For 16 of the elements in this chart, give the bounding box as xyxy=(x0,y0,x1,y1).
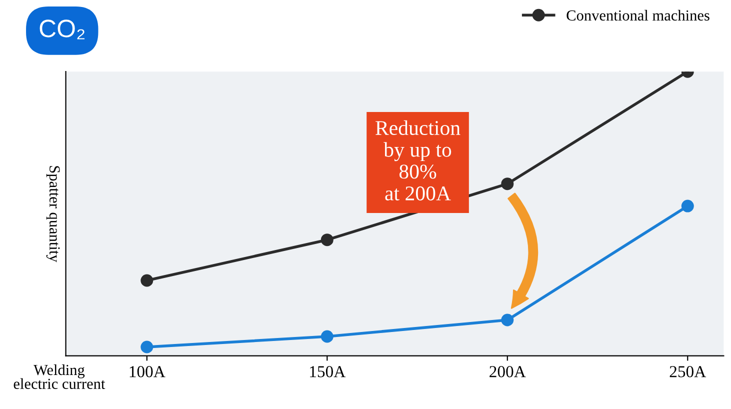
point xyxy=(681,200,694,212)
point xyxy=(501,314,514,326)
legend-label: Conventional machines xyxy=(566,10,710,21)
point xyxy=(320,234,334,246)
point xyxy=(140,274,154,287)
chart-title: CO₂ xyxy=(40,20,84,40)
y-axis-title: Spatter quantity xyxy=(46,166,60,262)
x-tick-label: 100A xyxy=(130,366,166,378)
x-tick-label: 200A xyxy=(490,366,526,378)
point xyxy=(320,330,334,343)
point xyxy=(501,178,514,190)
x-tick-label: 250A xyxy=(670,366,706,378)
annotation: Reduction by up to 80% at 200A xyxy=(376,120,460,200)
point xyxy=(140,340,154,354)
x-tick-label: 150A xyxy=(310,366,346,378)
x-axis-title: Welding electric current xyxy=(14,364,106,390)
